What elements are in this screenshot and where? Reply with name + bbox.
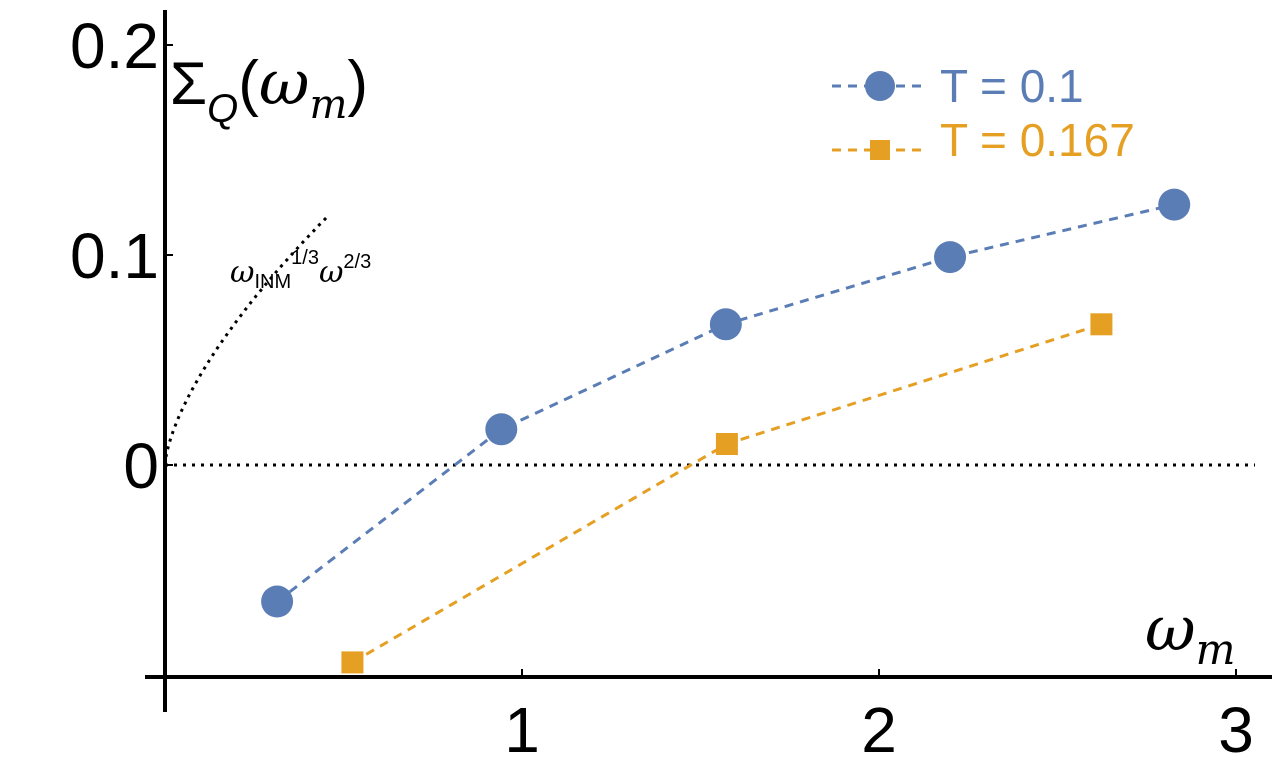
legend-marker-series-1 — [865, 71, 895, 101]
series-1 — [261, 188, 1191, 618]
axes — [145, 10, 1272, 712]
data-point — [1090, 313, 1113, 336]
reference-layer — [163, 213, 1255, 467]
series-line-1 — [276, 203, 1175, 603]
y-axis-title-omega-sub: m — [309, 82, 347, 128]
annotation-base: ω — [230, 255, 254, 290]
annotation-sub: INM — [254, 271, 291, 293]
x-axis-title-sub: m — [1196, 625, 1236, 674]
data-point — [1158, 188, 1191, 221]
y-tick-label: 0.2 — [70, 10, 159, 82]
data-point — [261, 585, 294, 618]
annotation-sup1: 1/3 — [291, 247, 319, 269]
y-axis-title-paren-open: ( — [238, 49, 259, 118]
y-axis-title-sigma: Σ — [170, 50, 207, 117]
y-tick-label: 0.1 — [70, 220, 159, 292]
x-tick-label: 2 — [861, 694, 897, 766]
data-point — [485, 413, 518, 446]
data-point — [715, 433, 738, 455]
ticks: 1 2 3 0 0.1 0.2 — [70, 10, 1254, 766]
data-point — [341, 651, 364, 674]
x-axis-title-omega: ω — [1145, 592, 1196, 665]
legend: T = 0.1 T = 0.167 — [832, 60, 1135, 166]
data-point — [709, 308, 742, 341]
legend-entry-series-1: T = 0.1 — [832, 60, 1084, 112]
data-point — [934, 241, 967, 274]
reference-curve-annotation: ωINM1/3ω2/3 — [230, 247, 371, 293]
x-tick-label: 3 — [1218, 694, 1254, 766]
y-tick-label: 0 — [123, 430, 159, 502]
legend-label-series-2: T = 0.167 — [940, 114, 1135, 166]
x-tick-label: 1 — [504, 694, 540, 766]
legend-entry-series-2: T = 0.167 — [832, 114, 1135, 166]
legend-label-series-1: T = 0.1 — [940, 60, 1084, 112]
series — [261, 188, 1191, 674]
x-axis-title: ωm — [1145, 592, 1235, 674]
reference-curve — [163, 213, 331, 466]
y-axis-title: ΣQ(ωm) — [170, 46, 368, 131]
legend-marker-series-2 — [870, 140, 890, 160]
series-2 — [341, 313, 1113, 674]
y-axis-title-omega: ω — [259, 46, 310, 119]
series-line-2 — [351, 322, 1102, 664]
annotation-sup2: 2/3 — [343, 251, 371, 273]
y-axis-title-paren-close: ) — [347, 49, 368, 118]
annotation-base2: ω — [319, 255, 343, 290]
y-axis-title-sub: Q — [207, 87, 238, 131]
